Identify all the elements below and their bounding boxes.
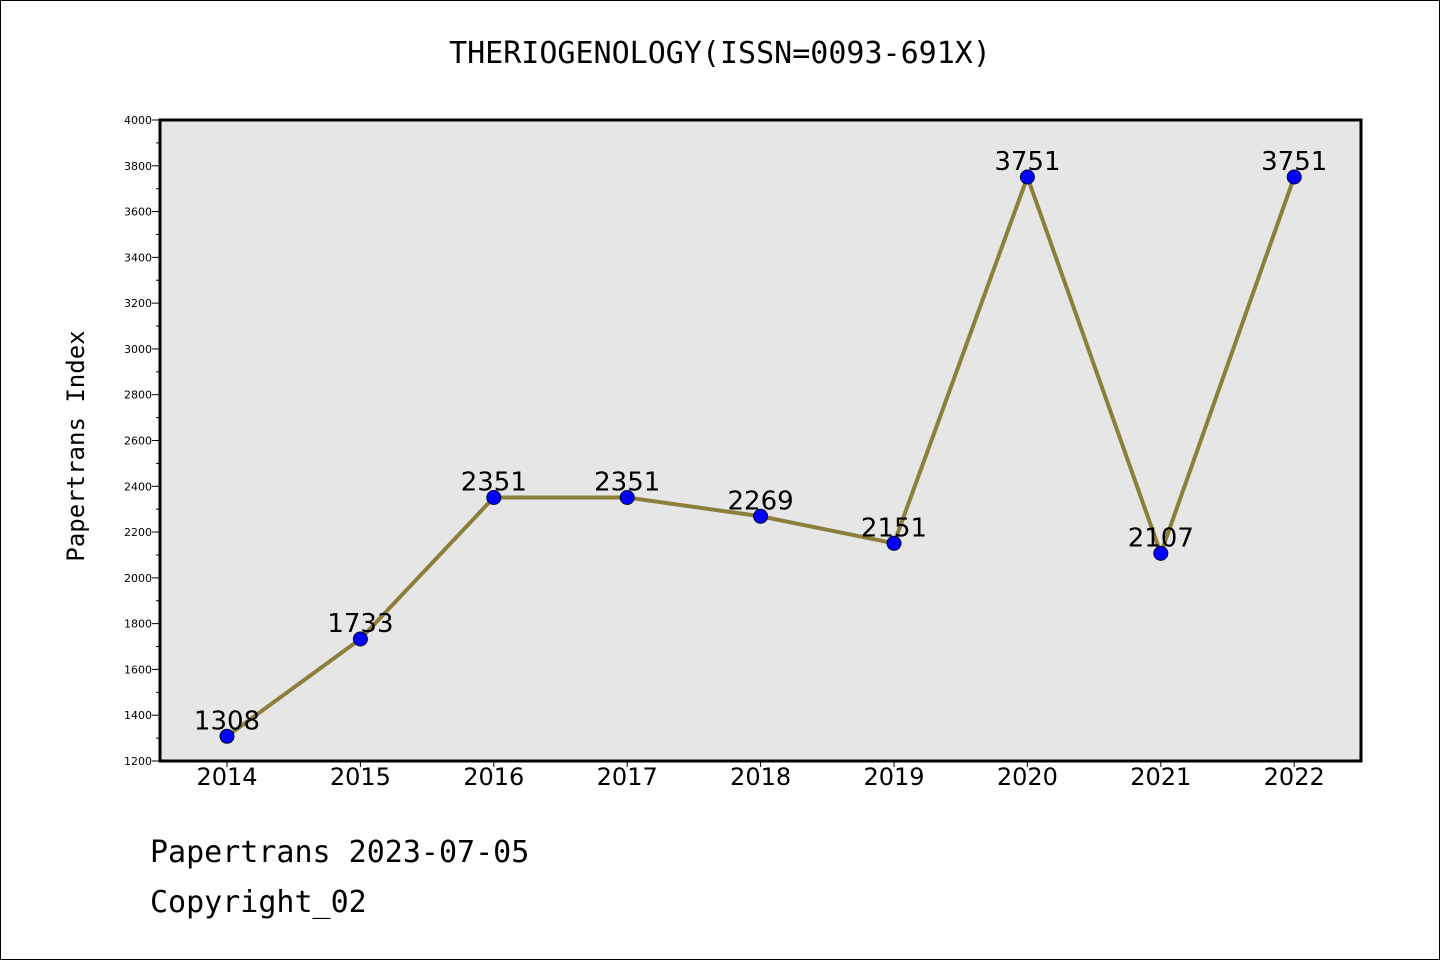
y-tick-label: 3600: [124, 206, 152, 219]
y-tick-label: 3400: [124, 251, 152, 264]
data-point: [486, 490, 502, 506]
x-tick-label: 2014: [196, 763, 257, 791]
x-tick-label: 2020: [997, 763, 1058, 791]
y-axis: 1200 1400 1600 1800 2000 2200 2400 2600 2800 3000…: [124, 114, 160, 768]
data-label: 2351: [461, 468, 527, 498]
data-point: [1153, 545, 1169, 561]
data-label: 3751: [994, 147, 1060, 177]
y-tick-label: 3200: [124, 297, 152, 310]
data-point: [352, 631, 368, 647]
y-tick-label: 3800: [124, 160, 152, 173]
data-point: [886, 535, 902, 551]
data-label: 3751: [1261, 147, 1327, 177]
x-tick-label: 2016: [463, 763, 524, 791]
data-point: [619, 490, 635, 506]
data-point: [219, 728, 235, 744]
data-labels: 1308 1733 2351 2351 2269 2151 3751 2107 3751: [194, 147, 1327, 736]
footer-date: Papertrans 2023-07-05: [150, 835, 530, 870]
y-tick-label: 1600: [124, 663, 152, 676]
y-tick-label: 1400: [124, 709, 152, 722]
x-tick-label: 2017: [597, 763, 658, 791]
data-label: 1733: [327, 609, 393, 639]
data-label: 2107: [1128, 523, 1194, 553]
data-points: [219, 169, 1302, 744]
data-point: [1286, 169, 1302, 185]
x-tick-label: 2022: [1264, 763, 1325, 791]
x-axis: 2014 2015 2016 2017 2018 2019 2020 2021 2022: [196, 761, 1325, 791]
x-tick-label: 2021: [1130, 763, 1191, 791]
plot-area: [158, 118, 1363, 763]
data-label: 2151: [861, 513, 927, 543]
chart-title: THERIOGENOLOGY(ISSN=0093-691X): [449, 36, 991, 71]
data-label: 2351: [594, 468, 660, 498]
data-point: [1019, 169, 1035, 185]
y-tick-label: 4000: [124, 114, 152, 127]
footer-copyright: Copyright_02: [150, 885, 367, 920]
y-tick-label: 1200: [124, 755, 152, 768]
x-tick-label: 2015: [330, 763, 391, 791]
y-tick-label: 2000: [124, 572, 152, 585]
y-tick-label: 2400: [124, 480, 152, 493]
y-tick-label: 2600: [124, 435, 152, 448]
x-tick-label: 2018: [730, 763, 791, 791]
data-label: 1308: [194, 706, 260, 736]
y-tick-label: 1800: [124, 618, 152, 631]
data-label: 2269: [728, 486, 794, 516]
x-tick-label: 2019: [863, 763, 924, 791]
y-tick-label: 2200: [124, 526, 152, 539]
data-point: [753, 508, 769, 524]
y-tick-label: 3000: [124, 343, 152, 356]
y-tick-label: 2800: [124, 389, 152, 402]
